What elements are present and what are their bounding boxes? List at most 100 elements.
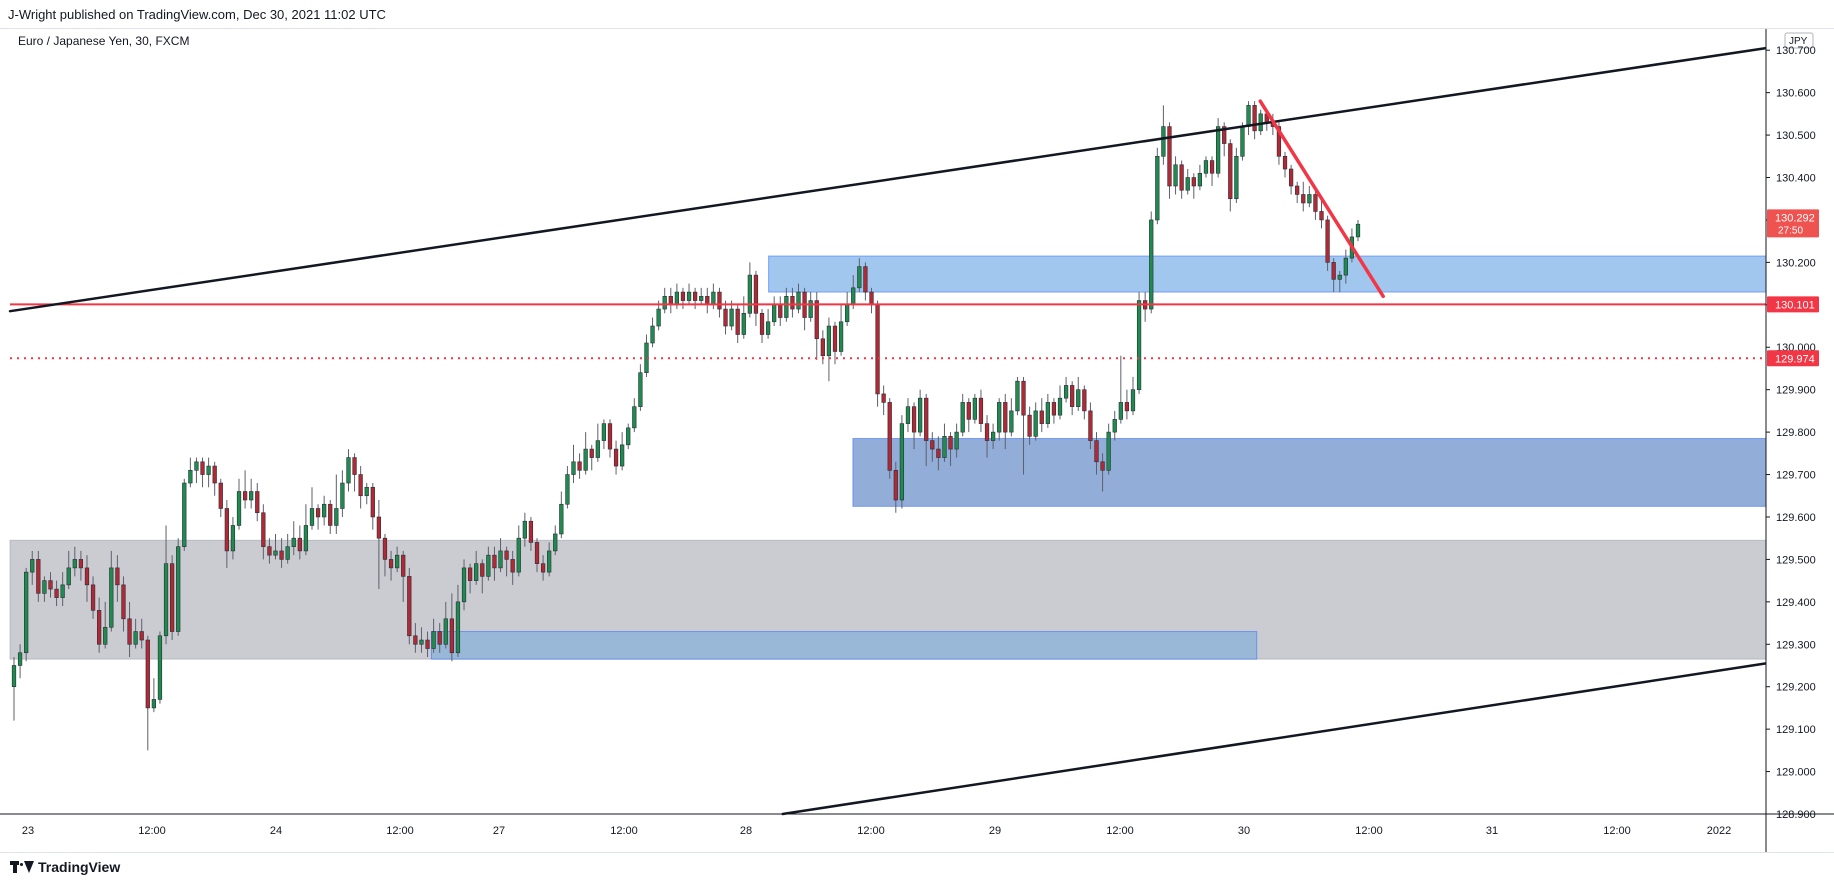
candle-body[interactable] bbox=[1039, 410, 1044, 424]
candle-body[interactable] bbox=[1337, 274, 1342, 280]
currency-badge[interactable] bbox=[1784, 32, 1814, 49]
candle-body[interactable] bbox=[960, 402, 965, 433]
candle-body[interactable] bbox=[972, 397, 977, 420]
candle-body[interactable] bbox=[249, 491, 254, 501]
candle-body[interactable] bbox=[382, 537, 388, 560]
candle-body[interactable] bbox=[534, 542, 540, 564]
candle-body[interactable] bbox=[1015, 380, 1020, 412]
candle-body[interactable] bbox=[820, 338, 825, 357]
candle-body[interactable] bbox=[413, 635, 418, 645]
candle-body[interactable] bbox=[1179, 164, 1184, 191]
candle-body[interactable] bbox=[315, 508, 321, 518]
candle-body[interactable] bbox=[334, 508, 339, 526]
candle-body[interactable] bbox=[54, 588, 59, 598]
candle-body[interactable] bbox=[1252, 105, 1257, 132]
candle-body[interactable] bbox=[1118, 402, 1123, 420]
candle-body[interactable] bbox=[589, 448, 594, 458]
candle-body[interactable] bbox=[1246, 105, 1251, 127]
candle-body[interactable] bbox=[437, 631, 442, 645]
candle-body[interactable] bbox=[790, 296, 795, 310]
candle-body[interactable] bbox=[990, 431, 996, 441]
candle-body[interactable] bbox=[1088, 410, 1093, 441]
candle-body[interactable] bbox=[1124, 402, 1130, 412]
candle-body[interactable] bbox=[601, 423, 607, 441]
candle-body[interactable] bbox=[772, 304, 777, 323]
candle-body[interactable] bbox=[84, 567, 90, 586]
candle-body[interactable] bbox=[565, 474, 570, 505]
candle-body[interactable] bbox=[419, 639, 424, 645]
candle-body[interactable] bbox=[699, 296, 704, 301]
candle-body[interactable] bbox=[48, 580, 53, 590]
candle-body[interactable] bbox=[1222, 126, 1227, 144]
candle-body[interactable] bbox=[1136, 300, 1142, 390]
candlestick-chart[interactable]: JPY130.700130.600130.500130.400130.30013… bbox=[0, 0, 1834, 852]
candle-body[interactable] bbox=[796, 291, 801, 310]
candle-body[interactable] bbox=[845, 304, 850, 323]
candle-body[interactable] bbox=[857, 266, 862, 289]
candle-body[interactable] bbox=[236, 491, 242, 526]
candle-body[interactable] bbox=[297, 537, 302, 552]
candle-body[interactable] bbox=[78, 559, 84, 569]
candle-body[interactable] bbox=[206, 465, 211, 475]
candle-body[interactable] bbox=[407, 576, 412, 637]
candle-body[interactable] bbox=[954, 431, 959, 450]
candle-body[interactable] bbox=[656, 308, 661, 327]
candle-body[interactable] bbox=[346, 457, 351, 484]
candle-body[interactable] bbox=[1100, 461, 1105, 471]
candle-body[interactable] bbox=[1216, 126, 1221, 174]
candle-body[interactable] bbox=[899, 423, 905, 501]
candle-body[interactable] bbox=[60, 584, 65, 598]
candle-body[interactable] bbox=[717, 291, 722, 310]
candle-body[interactable] bbox=[1057, 397, 1063, 416]
candle-body[interactable] bbox=[918, 397, 923, 433]
candle-body[interactable] bbox=[425, 639, 430, 649]
candle-body[interactable] bbox=[24, 571, 29, 654]
candle-body[interactable] bbox=[370, 486, 375, 518]
candle-body[interactable] bbox=[753, 274, 759, 314]
candle-body[interactable] bbox=[151, 699, 156, 709]
candle-body[interactable] bbox=[632, 406, 637, 429]
candle-body[interactable] bbox=[547, 550, 552, 573]
candle-body[interactable] bbox=[674, 291, 680, 306]
candle-body[interactable] bbox=[486, 554, 491, 577]
candle-body[interactable] bbox=[1070, 385, 1075, 407]
candle-body[interactable] bbox=[261, 512, 266, 547]
candle-body[interactable] bbox=[36, 559, 41, 594]
candle-body[interactable] bbox=[1106, 431, 1111, 471]
candle-body[interactable] bbox=[1331, 262, 1336, 280]
candle-body[interactable] bbox=[808, 300, 813, 318]
candle-body[interactable] bbox=[133, 631, 138, 645]
candle-body[interactable] bbox=[1203, 160, 1209, 174]
candle-body[interactable] bbox=[1155, 155, 1160, 221]
candle-body[interactable] bbox=[127, 618, 132, 645]
candle-body[interactable] bbox=[759, 312, 765, 335]
candle-body[interactable] bbox=[230, 525, 236, 552]
candle-body[interactable] bbox=[583, 448, 588, 471]
candle-body[interactable] bbox=[455, 601, 461, 654]
candle-body[interactable] bbox=[978, 397, 984, 424]
candle-body[interactable] bbox=[322, 503, 327, 518]
candle-body[interactable] bbox=[905, 406, 911, 424]
candle-body[interactable] bbox=[1228, 143, 1233, 200]
candle-body[interactable] bbox=[364, 486, 369, 497]
candle-body[interactable] bbox=[1313, 194, 1318, 212]
candle-body[interactable] bbox=[492, 554, 497, 569]
candle-body[interactable] bbox=[169, 563, 175, 632]
candle-body[interactable] bbox=[11, 665, 17, 688]
candle-body[interactable] bbox=[388, 559, 394, 569]
candle-body[interactable] bbox=[553, 533, 558, 552]
candle-body[interactable] bbox=[431, 631, 436, 649]
candle-body[interactable] bbox=[559, 503, 564, 535]
candle-body[interactable] bbox=[285, 546, 290, 560]
candle-body[interactable] bbox=[224, 508, 229, 552]
candle-body[interactable] bbox=[875, 304, 880, 395]
candle-body[interactable] bbox=[984, 423, 990, 441]
candle-body[interactable] bbox=[1197, 172, 1203, 187]
candle-body[interactable] bbox=[522, 520, 527, 539]
candle-body[interactable] bbox=[504, 550, 509, 560]
candle-body[interactable] bbox=[516, 537, 521, 573]
candle-body[interactable] bbox=[680, 291, 686, 301]
candle-body[interactable] bbox=[1209, 160, 1215, 174]
candle-body[interactable] bbox=[1076, 389, 1081, 407]
trendline-0[interactable] bbox=[8, 46, 1768, 313]
